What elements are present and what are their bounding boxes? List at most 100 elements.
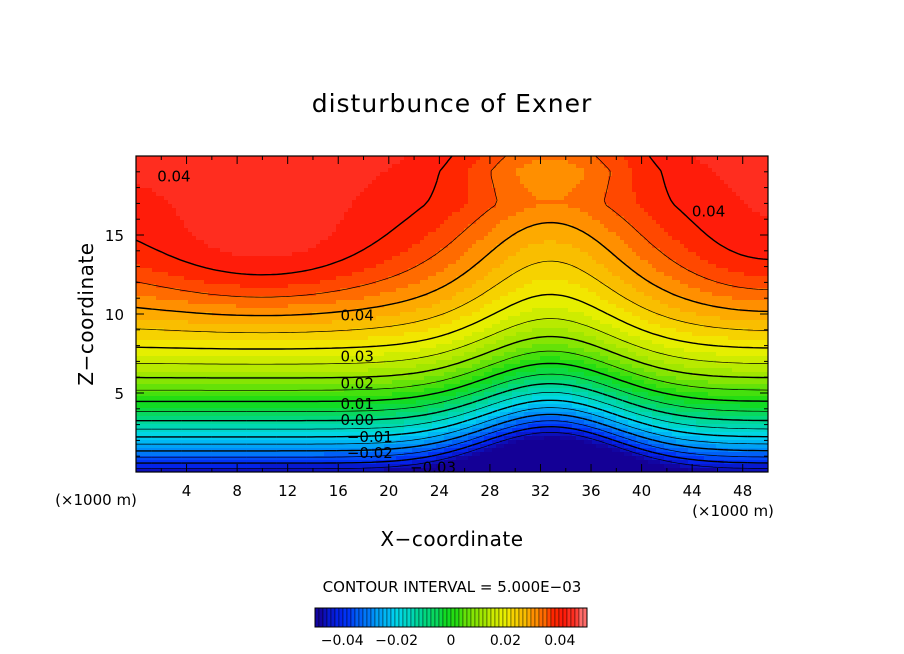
colorbar-cell (422, 607, 428, 628)
contour-line (136, 383, 768, 422)
contour-label: 0.01 (340, 395, 373, 413)
colorbar-cell (554, 607, 560, 628)
colorbar-cell (410, 607, 416, 628)
colorbar-cell (350, 607, 356, 628)
contour-line (136, 318, 768, 365)
colorbar-cell (418, 607, 424, 628)
colorbar-cell (534, 607, 540, 628)
colorbar-tick-label: 0 (447, 633, 456, 649)
contour-line (136, 420, 768, 458)
contour-lines (136, 156, 768, 470)
colorbar-cell (326, 607, 332, 628)
contour-label: 0.04 (157, 168, 190, 186)
contour-line (136, 373, 768, 412)
contour-label: −0.02 (347, 444, 393, 462)
colorbar-tick-label: −0.02 (375, 633, 418, 649)
colorbar-tick-label: −0.04 (321, 633, 364, 649)
x-tick-label: 8 (232, 482, 242, 500)
y-tick-label: 10 (105, 306, 124, 324)
colorbar-tick-label: 0.02 (490, 633, 521, 649)
colorbar-cell (574, 607, 580, 628)
colored-field (136, 156, 768, 472)
contour-line (136, 221, 768, 317)
colorbar-cell (322, 607, 328, 628)
colorbar-cell (362, 607, 368, 628)
colorbar-cell (398, 607, 404, 628)
colorbar-frame (314, 607, 588, 628)
colorbar-cell (466, 607, 472, 628)
colorbar-cell (526, 607, 532, 628)
colorbar-cell (546, 607, 552, 628)
colorbar-cell (514, 607, 520, 628)
colorbar-cell (450, 607, 456, 628)
colorbar-cell (374, 607, 380, 628)
contour-line (136, 362, 768, 403)
colorbar-cell (394, 607, 400, 628)
contour-label: 0.02 (340, 375, 373, 393)
x-unit-label-right: (×1000 m) (692, 502, 774, 520)
colorbar-cell (382, 607, 388, 628)
colorbar-cell (498, 607, 504, 628)
colorbar-cell (530, 607, 536, 628)
colorbar-cell (390, 607, 396, 628)
contour-label: −0.01 (347, 428, 393, 446)
x-tick-label: 40 (632, 482, 651, 500)
contour-line (136, 156, 768, 276)
contour-interval-text: CONTOUR INTERVAL = 5.000E−03 (323, 578, 582, 596)
colorbar-cell (442, 607, 448, 628)
colorbar-cell (386, 607, 392, 628)
colorbar-cell (582, 607, 588, 628)
colorbar-cell (502, 607, 508, 628)
x-tick-label: 4 (182, 482, 192, 500)
contour-label: −0.03 (410, 458, 456, 476)
y-axis-label: Z−coordinate (74, 242, 98, 385)
colorbar-cell (542, 607, 548, 628)
colorbar-cell (522, 607, 528, 628)
x-tick-label: 12 (278, 482, 297, 500)
colorbar-cell (414, 607, 420, 628)
chart-title: disturbunce of Exner (312, 89, 593, 118)
colorbar-cell (474, 607, 480, 628)
colorbar-cell (482, 607, 488, 628)
y-tick-label: 5 (114, 385, 124, 403)
colorbar-ticks: −0.04 −0.02 0 0.02 0.04 (321, 633, 576, 649)
colorbar-cell (438, 607, 444, 628)
contour-line (136, 407, 768, 445)
colorbar-cell (406, 607, 412, 628)
colorbar-cell (506, 607, 512, 628)
colorbar-cell (570, 607, 576, 628)
colorbar-cell (330, 607, 336, 628)
colorbar-cell (354, 607, 360, 628)
colorbar-cell (558, 607, 564, 628)
x-tick-label: 48 (733, 482, 752, 500)
colorbar-cell (378, 607, 384, 628)
colorbar-cell (342, 607, 348, 628)
colorbar-cell (566, 607, 572, 628)
x-tick-label: 36 (581, 482, 600, 500)
contour-label: 0.04 (340, 307, 373, 325)
contour-line (136, 260, 768, 334)
colorbar-cell (370, 607, 376, 628)
x-tick-label: 44 (683, 482, 702, 500)
contour-line (136, 399, 768, 438)
colorbar-cell (426, 607, 432, 628)
colorbar-cell (334, 607, 340, 628)
colorbar-ramp (314, 607, 588, 628)
colorbar-cell (518, 607, 524, 628)
colorbar-cell (494, 607, 500, 628)
contour-line (136, 413, 768, 452)
contour-label: 0.03 (340, 348, 373, 366)
colorbar-cell (562, 607, 568, 628)
colorbar-cell (462, 607, 468, 628)
x-tick-label: 20 (379, 482, 398, 500)
colorbar-cell (402, 607, 408, 628)
colorbar-cell (486, 607, 492, 628)
x-tick-label: 28 (480, 482, 499, 500)
contour-line (136, 432, 768, 470)
colorbar-cell (366, 607, 372, 628)
colorbar-cell (434, 607, 440, 628)
plot-area: 0.04 0.04 0.04 0.03 0.02 0.010.00−0.01−0.02 −0… (135, 155, 769, 476)
colorbar-cell (490, 607, 496, 628)
contour-line (136, 350, 768, 391)
